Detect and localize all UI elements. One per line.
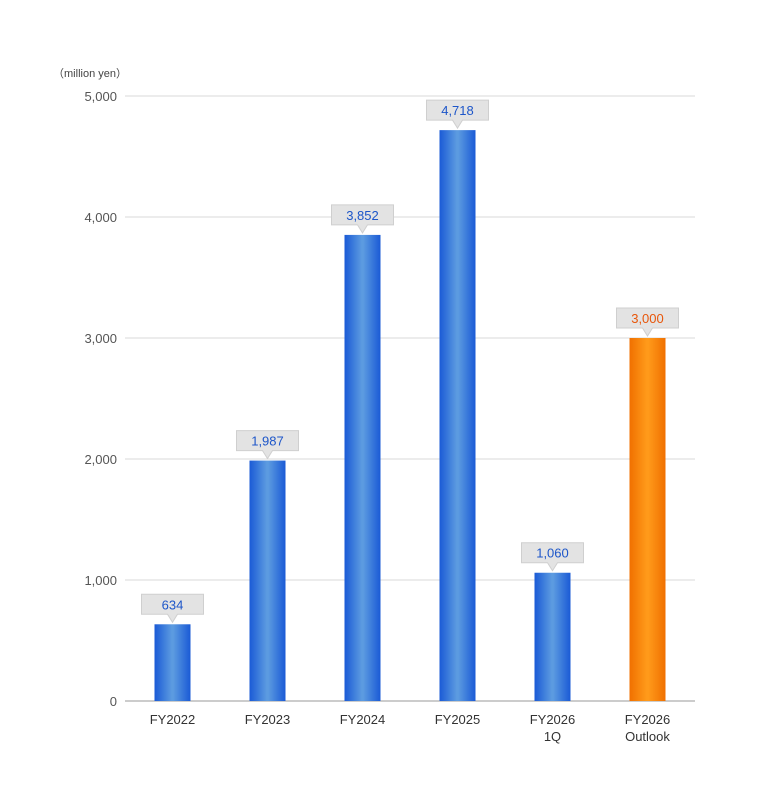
data-label: 4,718 xyxy=(441,103,474,118)
x-tick-label: Outlook xyxy=(625,729,670,744)
y-axis-unit-label: （million yen） xyxy=(53,67,127,80)
y-tick-label: 0 xyxy=(110,694,117,709)
bar xyxy=(629,338,666,701)
y-tick-label: 2,000 xyxy=(84,452,117,467)
x-tick-label: 1Q xyxy=(544,729,561,744)
bars xyxy=(154,130,666,701)
data-label: 1,987 xyxy=(251,434,284,449)
y-axis-ticks: 0 1,000 2,000 3,000 4,000 5,000 xyxy=(84,89,117,709)
data-labels: 634 1,987 3,852 4,718 1,060 3,000 xyxy=(141,99,679,624)
data-label-callout: 1,060 xyxy=(521,542,584,572)
data-label-callout: 4,718 xyxy=(426,99,489,130)
bar xyxy=(154,624,191,701)
y-tick-label: 5,000 xyxy=(84,89,117,104)
gridlines xyxy=(125,95,695,702)
data-label-callout: 3,000 xyxy=(616,307,679,337)
y-tick-label: 3,000 xyxy=(84,331,117,346)
data-label-box xyxy=(236,430,299,460)
data-label: 634 xyxy=(162,597,184,612)
x-tick-label: FY2022 xyxy=(150,712,196,727)
data-label-callout: 1,987 xyxy=(236,430,299,460)
data-label-callout: 634 xyxy=(141,593,204,624)
data-label-box xyxy=(426,99,489,130)
x-tick-label: FY2026 xyxy=(625,712,671,727)
data-label: 3,000 xyxy=(631,311,664,326)
data-label-box xyxy=(521,542,584,572)
x-axis-ticks: FY2022 FY2023 FY2024 FY2025 FY2026 1Q FY2026 Ou… xyxy=(150,712,671,744)
x-tick-label: FY2026 xyxy=(530,712,576,727)
bar xyxy=(344,234,381,701)
bar xyxy=(249,460,286,701)
bar xyxy=(439,130,476,701)
data-label: 3,852 xyxy=(346,208,379,223)
data-label-box xyxy=(141,593,204,624)
data-label-box xyxy=(616,307,679,337)
x-tick-label: FY2023 xyxy=(245,712,291,727)
data-label-callout: 3,852 xyxy=(331,204,394,234)
y-tick-label: 4,000 xyxy=(84,210,117,225)
x-tick-label: FY2025 xyxy=(435,712,481,727)
data-label-box xyxy=(331,204,394,234)
data-label: 1,060 xyxy=(536,546,569,561)
y-tick-label: 1,000 xyxy=(84,573,117,588)
bar xyxy=(534,572,571,701)
x-tick-label: FY2024 xyxy=(340,712,386,727)
